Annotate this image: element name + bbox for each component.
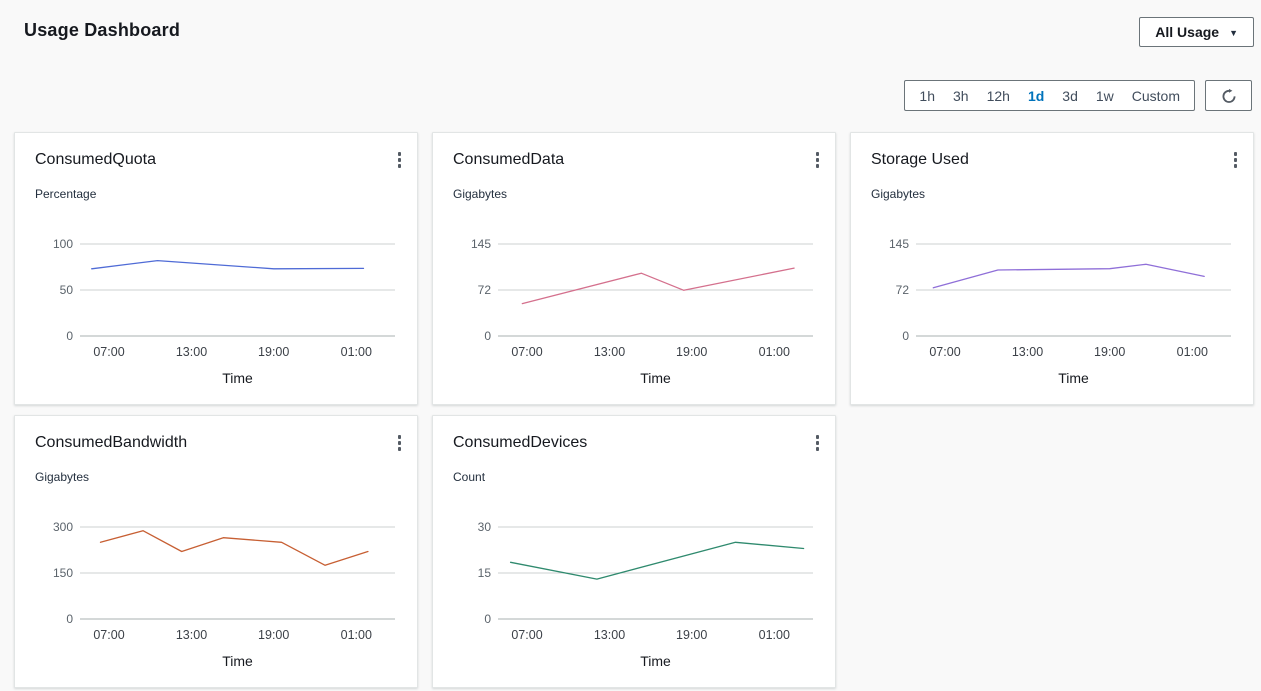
svg-text:19:00: 19:00 xyxy=(258,628,289,642)
vertical-ellipsis-icon xyxy=(815,152,819,168)
svg-text:72: 72 xyxy=(896,283,910,297)
chart-card-consumed-devices: ConsumedDevices Count 30 15 0 07:00 13:00 19:… xyxy=(432,415,836,688)
time-range-1h[interactable]: 1h xyxy=(910,81,944,110)
svg-text:07:00: 07:00 xyxy=(93,628,124,642)
svg-text:50: 50 xyxy=(60,283,74,297)
chart-unit-label: Gigabytes xyxy=(35,469,90,484)
chart-canvas: 145 72 0 07:00 13:00 19:00 01:00 Time xyxy=(889,237,1231,386)
vertical-ellipsis-icon xyxy=(1233,152,1237,168)
svg-text:0: 0 xyxy=(484,329,491,343)
chart-canvas: 100 50 0 07:00 13:00 19:00 01:00 Time xyxy=(53,237,395,386)
vertical-ellipsis-icon xyxy=(397,152,401,168)
svg-text:150: 150 xyxy=(53,566,73,580)
time-range-1d[interactable]: 1d xyxy=(1019,81,1053,110)
svg-text:0: 0 xyxy=(66,612,73,626)
svg-text:300: 300 xyxy=(53,520,73,534)
svg-text:145: 145 xyxy=(471,237,491,251)
svg-text:13:00: 13:00 xyxy=(176,628,207,642)
svg-text:01:00: 01:00 xyxy=(341,628,372,642)
svg-text:19:00: 19:00 xyxy=(258,345,289,359)
svg-text:01:00: 01:00 xyxy=(759,628,790,642)
svg-text:Time: Time xyxy=(222,370,253,386)
time-range-3h[interactable]: 3h xyxy=(944,81,978,110)
page-title: Usage Dashboard xyxy=(24,20,181,40)
svg-text:19:00: 19:00 xyxy=(676,345,707,359)
chart-card-storage-used: Storage Used Gigabytes 145 72 0 07:00 13:00 1… xyxy=(850,132,1254,405)
svg-text:30: 30 xyxy=(478,520,492,534)
chart-canvas: 30 15 0 07:00 13:00 19:00 01:00 Time xyxy=(478,520,813,669)
svg-text:Time: Time xyxy=(640,370,671,386)
svg-text:07:00: 07:00 xyxy=(929,345,960,359)
svg-text:Time: Time xyxy=(1058,370,1089,386)
usage-filter-label: All Usage xyxy=(1155,24,1220,40)
refresh-button[interactable] xyxy=(1205,80,1252,111)
dashboard-grid: ConsumedQuota Percentage 100 50 0 07:00 13:0… xyxy=(14,132,1254,688)
time-range-selector: 1h 3h 12h 1d 3d 1w Custom xyxy=(904,80,1195,111)
chart-unit-label: Percentage xyxy=(35,186,97,201)
svg-text:07:00: 07:00 xyxy=(511,628,542,642)
usage-filter-dropdown[interactable]: All Usage ▼ xyxy=(1139,17,1254,47)
chart-title: Storage Used xyxy=(871,151,969,168)
card-menu-button[interactable] xyxy=(812,431,824,455)
chart-title: ConsumedDevices xyxy=(453,434,588,451)
chart-unit-label: Gigabytes xyxy=(871,186,926,201)
svg-text:0: 0 xyxy=(66,329,73,343)
svg-text:0: 0 xyxy=(902,329,909,343)
svg-text:145: 145 xyxy=(889,237,909,251)
svg-text:Time: Time xyxy=(640,653,671,669)
card-menu-button[interactable] xyxy=(1230,148,1242,172)
time-range-12h[interactable]: 12h xyxy=(978,81,1019,110)
chart-card-consumed-data: ConsumedData Gigabytes 145 72 0 07:00 13:00 1… xyxy=(432,132,836,405)
svg-text:15: 15 xyxy=(478,566,492,580)
svg-text:07:00: 07:00 xyxy=(93,345,124,359)
vertical-ellipsis-icon xyxy=(397,435,401,451)
chart-canvas: 145 72 0 07:00 13:00 19:00 01:00 Time xyxy=(471,237,813,386)
time-range-3d[interactable]: 3d xyxy=(1053,81,1087,110)
svg-text:13:00: 13:00 xyxy=(594,345,625,359)
chart-title: ConsumedData xyxy=(453,151,565,168)
svg-text:19:00: 19:00 xyxy=(676,628,707,642)
card-menu-button[interactable] xyxy=(394,148,406,172)
time-range-custom[interactable]: Custom xyxy=(1123,81,1189,110)
svg-text:13:00: 13:00 xyxy=(176,345,207,359)
refresh-icon xyxy=(1222,88,1235,103)
svg-text:Time: Time xyxy=(222,653,253,669)
chevron-down-icon: ▼ xyxy=(1229,27,1238,38)
chart-canvas: 300 150 0 07:00 13:00 19:00 01:00 Time xyxy=(53,520,395,669)
chart-unit-label: Count xyxy=(453,469,486,484)
svg-text:13:00: 13:00 xyxy=(1012,345,1043,359)
svg-text:01:00: 01:00 xyxy=(1177,345,1208,359)
chart-unit-label: Gigabytes xyxy=(453,186,508,201)
svg-text:07:00: 07:00 xyxy=(511,345,542,359)
chart-card-consumed-quota: ConsumedQuota Percentage 100 50 0 07:00 13:0… xyxy=(14,132,418,405)
svg-text:0: 0 xyxy=(484,612,491,626)
time-toolbar: 1h 3h 12h 1d 3d 1w Custom xyxy=(904,80,1252,111)
svg-text:01:00: 01:00 xyxy=(341,345,372,359)
svg-text:13:00: 13:00 xyxy=(594,628,625,642)
svg-text:72: 72 xyxy=(478,283,492,297)
vertical-ellipsis-icon xyxy=(815,435,819,451)
svg-text:100: 100 xyxy=(53,237,73,251)
card-menu-button[interactable] xyxy=(812,148,824,172)
card-menu-button[interactable] xyxy=(394,431,406,455)
chart-title: ConsumedQuota xyxy=(35,151,156,168)
chart-title: ConsumedBandwidth xyxy=(35,434,188,451)
chart-card-consumed-bandwidth: ConsumedBandwidth Gigabytes 300 150 0 07:00… xyxy=(14,415,418,688)
svg-text:19:00: 19:00 xyxy=(1094,345,1125,359)
time-range-1w[interactable]: 1w xyxy=(1087,81,1123,110)
svg-text:01:00: 01:00 xyxy=(759,345,790,359)
